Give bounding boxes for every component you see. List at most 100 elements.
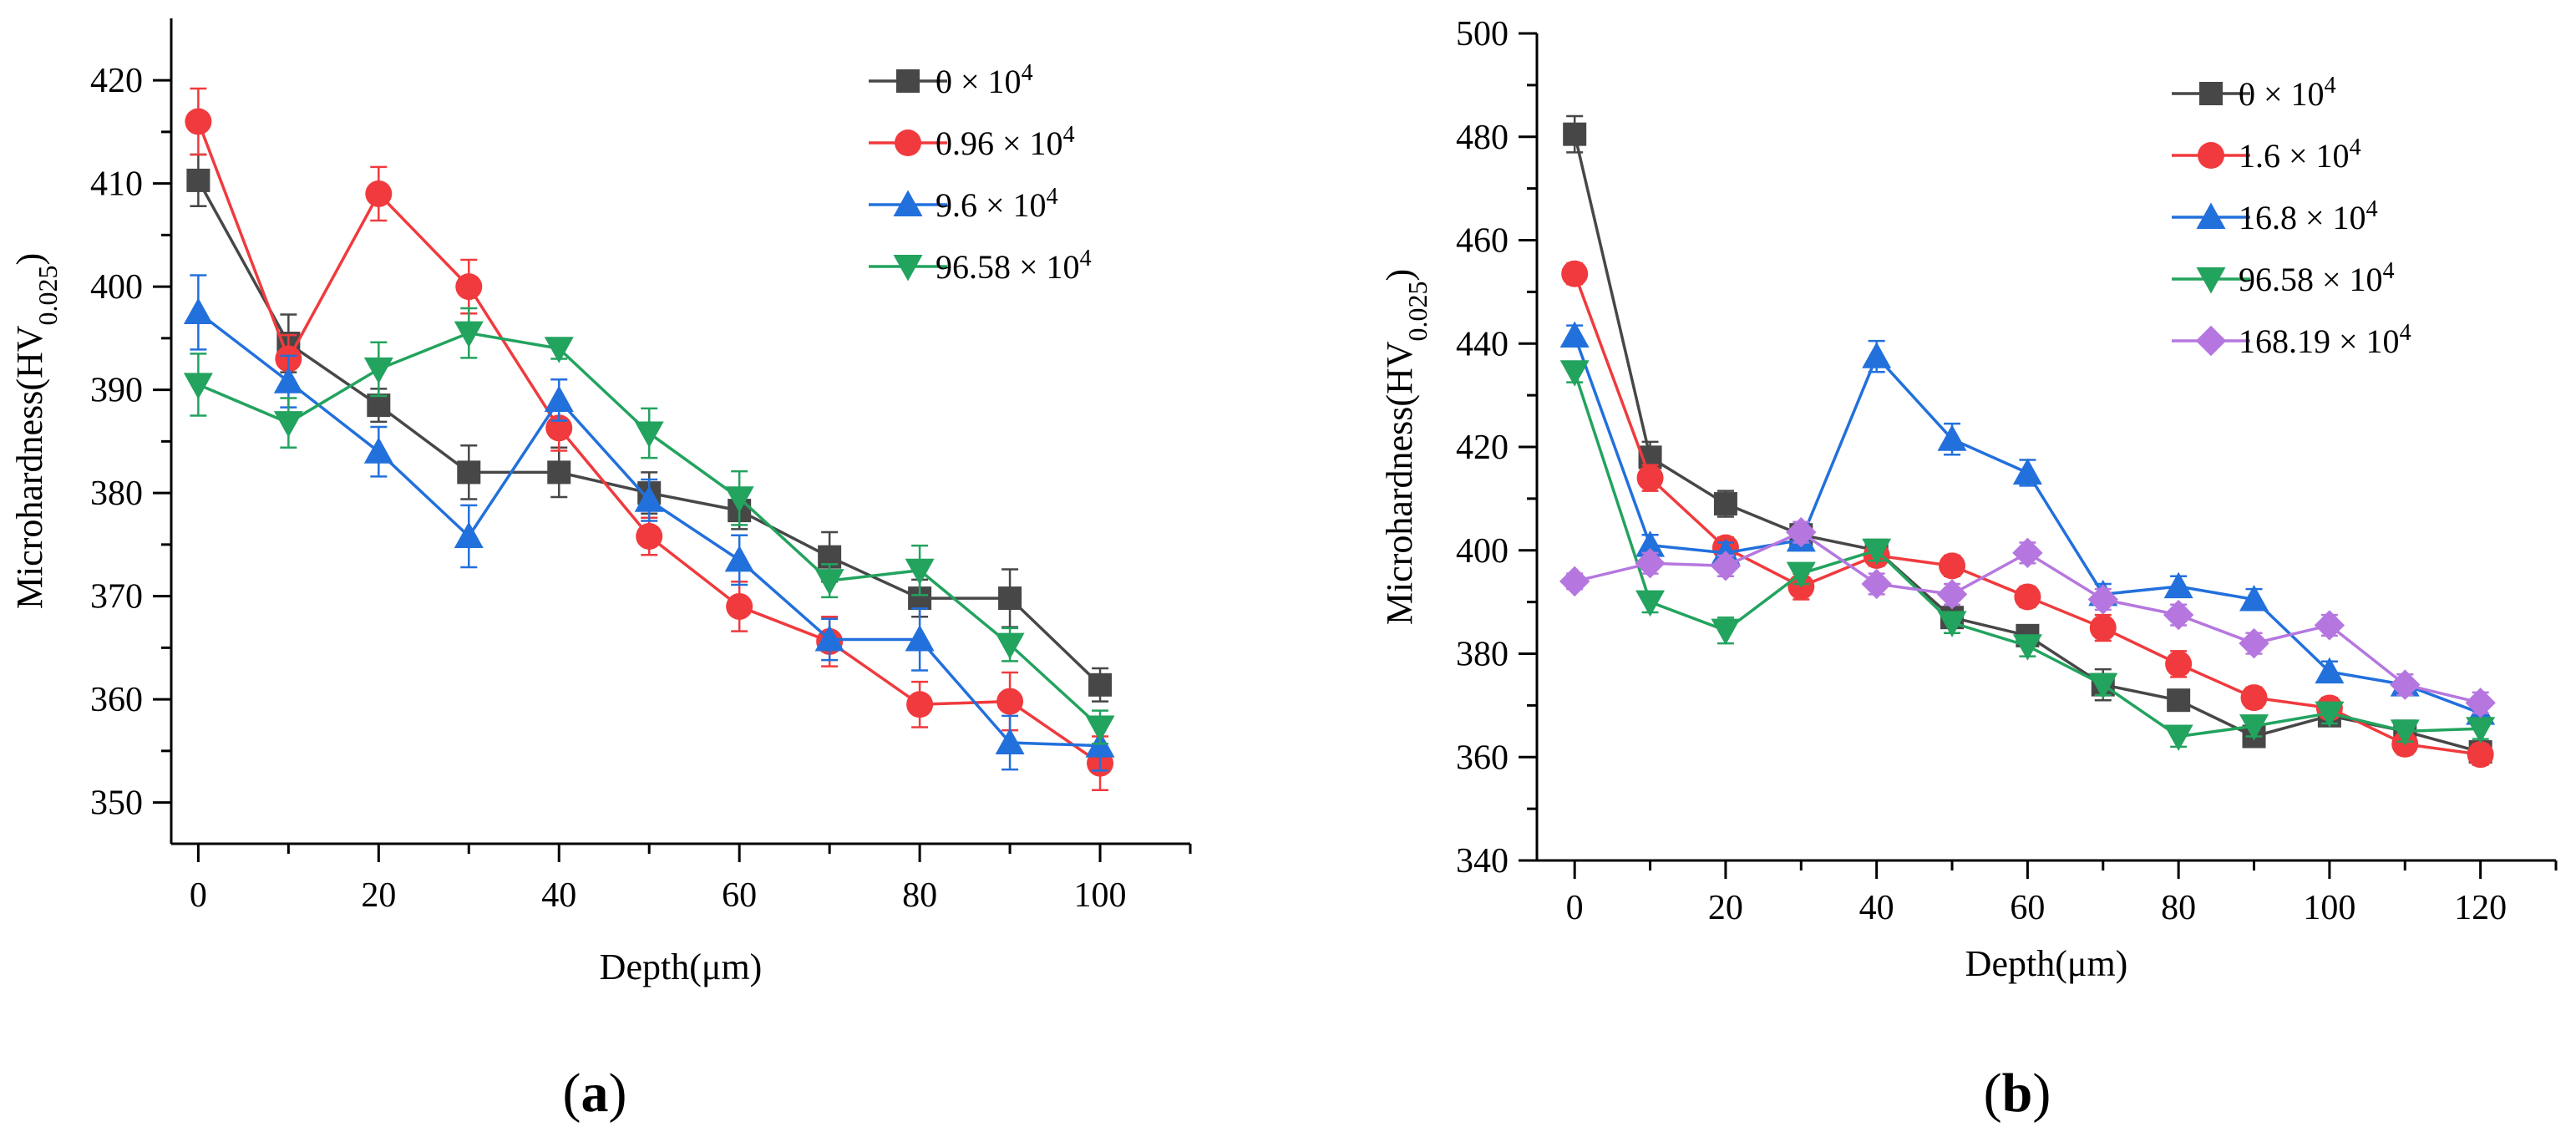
data-point <box>2239 585 2269 612</box>
legend: 0 × 104 1.6 × 104 16.8 × 104 96.58 × 104 168… <box>2172 73 2411 360</box>
y-tick-label: 380 <box>1456 636 1509 674</box>
legend-label: 96.58 × 104 <box>2239 258 2395 299</box>
data-point <box>814 624 844 652</box>
data-point <box>183 297 213 324</box>
data-point <box>724 486 754 513</box>
panel-label: (a) <box>563 1063 627 1124</box>
y-axis-title: Microhardness(HV0.025) <box>1379 269 1433 625</box>
data-point <box>636 522 663 550</box>
data-point <box>634 421 664 448</box>
data-point <box>2012 537 2043 569</box>
x-tick-label: 0 <box>1566 889 1584 927</box>
data-point <box>2240 684 2268 712</box>
legend-marker <box>893 190 923 216</box>
x-tick-label: 40 <box>541 876 576 915</box>
data-point <box>1862 342 1892 368</box>
data-point <box>996 688 1024 715</box>
data-point <box>2012 634 2042 661</box>
data-point <box>724 545 754 572</box>
panel-a: 0 20 40 60 80 100 350 360 370 380 390 400 410 420 Dept… <box>9 18 1192 1124</box>
series-3 <box>183 274 1115 772</box>
legend-marker <box>895 129 921 156</box>
legend-label: 1.6 × 104 <box>2239 135 2361 175</box>
data-point <box>2087 584 2118 615</box>
data-point <box>2465 688 2496 718</box>
data-point <box>1559 360 1590 387</box>
x-tick-label: 80 <box>2161 889 2196 927</box>
data-point <box>2167 688 2191 713</box>
x-tick-label: 0 <box>190 876 207 915</box>
y-tick-label: 480 <box>1456 119 1509 157</box>
legend-label: 96.58 × 104 <box>936 246 1092 287</box>
data-point <box>544 337 574 363</box>
data-point <box>1711 618 1741 646</box>
data-point <box>1635 590 1666 617</box>
panel-label: (b) <box>1984 1063 2051 1124</box>
legend-marker <box>2198 142 2224 169</box>
data-point <box>1937 611 1967 637</box>
data-point <box>2163 571 2193 599</box>
y-tick-label: 410 <box>90 165 143 204</box>
panel-b: 0 20 40 60 80 100 120 340 360 380 400 420 440 460 480 5… <box>1379 15 2558 1124</box>
data-point <box>2315 701 2345 728</box>
data-point <box>273 411 303 438</box>
x-tick-label: 20 <box>361 876 396 915</box>
data-point <box>1936 579 1968 610</box>
data-point <box>1636 464 1664 492</box>
data-point <box>2014 583 2041 611</box>
y-tick-label: 460 <box>1456 222 1509 261</box>
data-point <box>1561 260 1589 287</box>
data-point <box>995 728 1025 754</box>
data-point <box>2165 650 2193 678</box>
data-point <box>2315 657 2345 684</box>
y-tick-label: 420 <box>1456 429 1509 467</box>
data-point <box>1635 530 1666 557</box>
data-point <box>1786 516 1817 548</box>
y-tick-label: 500 <box>1456 15 1509 53</box>
y-tick-label: 360 <box>1456 738 1509 777</box>
data-point <box>455 273 483 301</box>
data-point <box>547 460 571 485</box>
data-point <box>906 691 934 718</box>
data-point <box>185 108 212 135</box>
data-point <box>2314 610 2345 641</box>
data-point <box>905 624 935 652</box>
data-point <box>2239 714 2269 741</box>
data-point <box>2012 458 2042 485</box>
data-point <box>183 373 213 399</box>
data-point <box>1559 321 1590 348</box>
series-5 <box>1559 516 2496 718</box>
y-tick-label: 440 <box>1456 325 1509 363</box>
data-point <box>1710 551 1742 581</box>
data-point <box>2088 673 2118 700</box>
x-tick-label: 60 <box>2010 889 2045 927</box>
y-tick-label: 380 <box>90 475 143 513</box>
data-point <box>814 569 844 596</box>
x-axis-title: Depth(μm) <box>600 947 763 987</box>
y-tick-label: 350 <box>90 784 143 823</box>
data-point <box>544 385 574 412</box>
legend-marker <box>2196 267 2226 294</box>
legend-marker <box>893 255 923 282</box>
legend-marker <box>2195 325 2227 357</box>
data-point <box>363 357 393 384</box>
legend: 0 × 104 0.96 × 104 9.6 × 104 96.58 × 104 <box>869 60 1092 287</box>
x-tick-label: 40 <box>1859 889 1894 927</box>
data-point <box>995 632 1025 660</box>
y-tick-label: 390 <box>90 372 143 410</box>
data-point <box>273 367 303 393</box>
data-point <box>998 586 1022 611</box>
data-point <box>634 485 664 512</box>
data-point <box>2089 614 2117 642</box>
x-tick-label: 100 <box>2303 889 2355 927</box>
data-point <box>457 460 481 485</box>
data-point <box>1088 673 1113 697</box>
legend-label: 0.96 × 104 <box>936 122 1075 163</box>
y-tick-label: 400 <box>90 268 143 307</box>
series-4 <box>183 307 1115 745</box>
data-point <box>726 592 753 620</box>
y-tick-label: 420 <box>90 62 143 100</box>
x-tick-label: 120 <box>2454 889 2507 927</box>
